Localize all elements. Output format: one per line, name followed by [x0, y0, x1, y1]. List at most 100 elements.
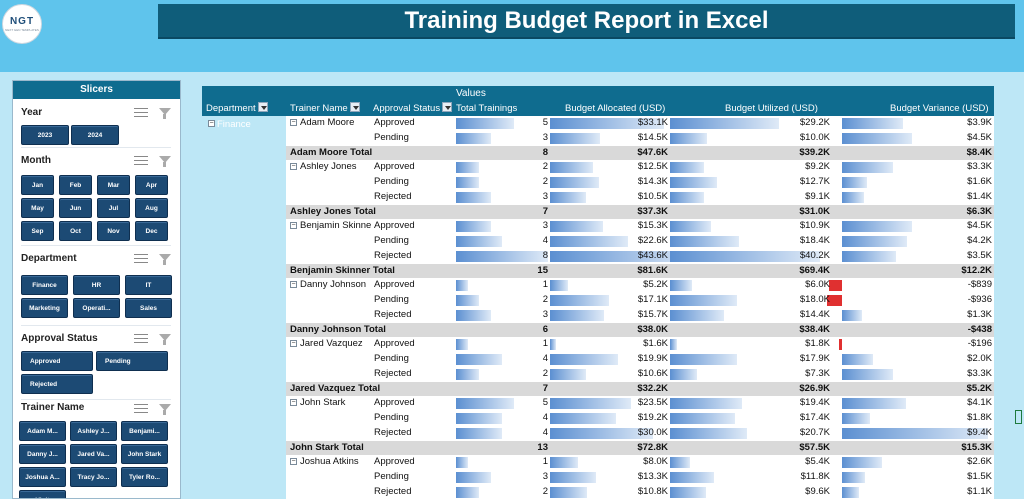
slicer-button-month[interactable]: Oct [59, 221, 92, 241]
slicer-button-month[interactable]: Mar [97, 175, 130, 195]
slicer-button-approval[interactable]: Rejected [21, 374, 93, 394]
trainer-total-row[interactable]: John Stark Total 13 $72.8K $57.5K $15.3K [286, 440, 994, 456]
multi-select-icon[interactable] [134, 403, 148, 415]
slicer-button-department[interactable]: HR [73, 275, 120, 295]
table-row[interactable]: − Benjamin Skinne Approved 3 $15.3K $10.9K $4.… [286, 219, 994, 234]
trainings-data-bar [456, 486, 479, 498]
multi-select-icon[interactable] [134, 107, 148, 119]
slicer-button-month[interactable]: Aug [135, 198, 168, 218]
slicer-button-month[interactable]: Jun [59, 198, 92, 218]
slicer-button-trainer[interactable]: Joshua A... [19, 467, 66, 487]
department-filter-dropdown[interactable] [257, 102, 268, 113]
slicer-button-trainer[interactable]: Tyler Ro... [121, 467, 168, 487]
budget-variance-cell: $1.4K [967, 190, 992, 202]
slicer-button-month[interactable]: Jul [97, 198, 130, 218]
clear-filter-icon[interactable] [158, 107, 172, 119]
table-row[interactable]: Pending 3 $13.3K $11.8K $1.5K [286, 470, 994, 485]
slicer-button-trainer[interactable]: Adam M... [19, 421, 66, 441]
multi-select-icon[interactable] [134, 253, 148, 265]
total-trainings-cell: 5 [542, 117, 548, 128]
table-row[interactable]: Pending 4 $22.6K $18.4K $4.2K [286, 234, 994, 249]
slicer-button-department[interactable]: Operati... [73, 298, 120, 318]
table-row[interactable]: Pending 4 $19.2K $17.4K $1.8K [286, 411, 994, 426]
slicer-button-month[interactable]: Sep [21, 221, 54, 241]
approval-status-cell: Rejected [374, 249, 412, 261]
table-row[interactable]: Rejected 4 $30.0K $20.7K $9.4K [286, 426, 994, 441]
trainer-total-row[interactable]: Adam Moore Total 8 $47.6K $39.2K $8.4K [286, 145, 994, 161]
approval-status-cell: Pending [374, 294, 409, 305]
collapse-icon[interactable]: − [290, 340, 297, 348]
table-row[interactable]: − Joshua Atkins Approved 1 $8.0K $5.4K $2.6K [286, 455, 994, 470]
slicer-button-month[interactable]: Jan [21, 175, 54, 195]
table-row[interactable]: − Danny Johnson Approved 1 $5.2K $6.0K -$839 [286, 278, 994, 293]
slicer-button-department[interactable]: Sales [125, 298, 172, 318]
slicer-button-trainer[interactable]: Jared Va... [70, 444, 117, 464]
approval-status-cell: Approved [374, 161, 415, 173]
allocated-data-bar [550, 398, 631, 410]
table-row[interactable]: − Jared Vazquez Approved 1 $1.6K $1.8K -$196 [286, 337, 994, 352]
slicer-button-department[interactable]: IT [125, 275, 172, 295]
collapse-icon[interactable]: − [290, 222, 297, 230]
trainer-total-row[interactable]: Benjamin Skinner Total 15 $81.6K $69.4K $12.… [286, 263, 994, 279]
trainer-filter-dropdown[interactable] [349, 102, 360, 113]
total-trainings-cell: 2 [542, 161, 548, 173]
slicer-button-trainer[interactable]: Benjami... [121, 421, 168, 441]
collapse-icon[interactable]: − [290, 163, 297, 171]
table-row[interactable]: Pending 2 $17.1K $18.0K -$936 [286, 293, 994, 308]
slicer-button-month[interactable]: Feb [59, 175, 92, 195]
slicer-button-department[interactable]: Marketing [21, 298, 68, 318]
budget-utilized-cell: $1.8K [805, 338, 830, 350]
slicer-button-trainer[interactable]: Danny J... [19, 444, 66, 464]
table-row[interactable]: Pending 2 $14.3K $12.7K $1.6K [286, 175, 994, 190]
slicer-button-trainer[interactable]: John Stark [121, 444, 168, 464]
slicer-button-department[interactable]: Finance [21, 275, 68, 295]
clear-filter-icon[interactable] [158, 403, 172, 415]
slicer-button-trainer[interactable]: Tracy Jo... [70, 467, 117, 487]
slicer-button-trainer[interactable]: Ashley J... [70, 421, 117, 441]
budget-variance-cell: $3.5K [967, 249, 992, 261]
trainer-total-row[interactable]: Danny Johnson Total 6 $38.0K $38.4K -$438 [286, 322, 994, 338]
collapse-icon[interactable]: − [290, 281, 297, 289]
collapse-icon[interactable]: − [290, 399, 297, 407]
slicer-button-month[interactable]: Apr [135, 175, 168, 195]
slicer-button-year[interactable]: 2023 [21, 125, 69, 145]
multi-select-icon[interactable] [134, 155, 148, 167]
clear-filter-icon[interactable] [158, 333, 172, 345]
total-trainings-cell: 3 [542, 471, 548, 482]
table-row[interactable]: Pending 3 $14.5K $10.0K $4.5K [286, 131, 994, 146]
collapse-icon[interactable]: − [290, 458, 297, 466]
multi-select-icon[interactable] [134, 333, 148, 345]
variance-data-bar [842, 236, 908, 247]
slicer-button-month[interactable]: May [21, 198, 54, 218]
slicer-button-year[interactable]: 2024 [71, 125, 119, 145]
table-row[interactable]: Rejected 2 $10.6K $7.3K $3.3K [286, 367, 994, 382]
total-trainings-cell: 15 [537, 264, 548, 276]
slicer-button-month[interactable]: Dec [135, 221, 168, 241]
pivot-values-header: Values [202, 86, 994, 102]
budget-allocated-cell: $37.3K [637, 205, 668, 217]
slicer-button-approval[interactable]: Approved [21, 351, 93, 371]
trainer-total-row[interactable]: Jared Vazquez Total 7 $32.2K $26.9K $5.2K [286, 381, 994, 397]
table-row[interactable]: Rejected 3 $15.7K $14.4K $1.3K [286, 308, 994, 323]
year-slicer: Year 2023 2024 [13, 103, 180, 149]
trainer-total-row[interactable]: Ashley Jones Total 7 $37.3K $31.0K $6.3K [286, 204, 994, 220]
table-row[interactable]: Rejected 3 $10.5K $9.1K $1.4K [286, 190, 994, 205]
slicer-button-approval[interactable]: Pending [96, 351, 168, 371]
table-row[interactable]: Pending 4 $19.9K $17.9K $2.0K [286, 352, 994, 367]
collapse-icon[interactable]: − [208, 119, 215, 127]
table-row[interactable]: − John Stark Approved 5 $23.5K $19.4K $4.1K [286, 396, 994, 411]
table-row[interactable]: Rejected 2 $10.8K $9.6K $1.1K [286, 485, 994, 499]
slicer-button-trainer[interactable]: Vinit [19, 490, 66, 498]
header-approval-status: Approval Status [373, 103, 441, 114]
collapse-icon[interactable]: − [290, 119, 297, 126]
variance-data-bar [842, 177, 867, 188]
clear-filter-icon[interactable] [158, 253, 172, 265]
table-row[interactable]: − Adam Moore Approved 5 $33.1K $29.2K $3.9K [286, 116, 994, 131]
clear-filter-icon[interactable] [158, 155, 172, 167]
department-cell[interactable]: − Finance [208, 119, 251, 130]
table-row[interactable]: − Ashley Jones Approved 2 $12.5K $9.2K $3.3K [286, 160, 994, 175]
table-row[interactable]: Rejected 8 $43.6K $40.2K $3.5K [286, 249, 994, 264]
header-budget-allocated: Budget Allocated (USD) [565, 103, 666, 114]
approval-filter-dropdown[interactable] [442, 102, 453, 113]
slicer-button-month[interactable]: Nov [97, 221, 130, 241]
